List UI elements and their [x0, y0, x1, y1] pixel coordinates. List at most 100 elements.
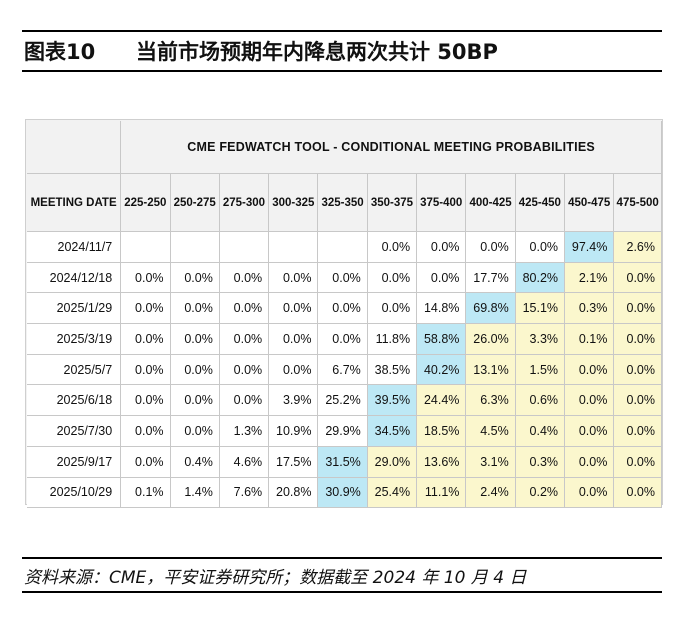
probability-cell: 0.1% — [121, 477, 171, 509]
probability-cell: 0.0% — [614, 293, 662, 325]
probability-cell: 0.0% — [565, 416, 615, 447]
probability-cell: 0.0% — [170, 324, 220, 355]
probability-cell: 0.0% — [565, 385, 615, 417]
probability-cell: 0.0% — [614, 354, 662, 386]
probability-cell: 38.5% — [367, 354, 418, 386]
probability-cell: 13.6% — [417, 446, 467, 478]
probability-cell: 10.9% — [269, 416, 319, 447]
probability-cell: 0.0% — [318, 262, 368, 294]
probability-cell: 0.0% — [318, 324, 368, 355]
probability-cell: 0.0% — [219, 324, 270, 355]
probability-cell: 0.0% — [170, 416, 220, 447]
figure-title-bar: 图表10 当前市场预期年内降息两次共计 50BP — [22, 30, 662, 72]
fedwatch-table-panel: CME FEDWATCH TOOL - CONDITIONAL MEETING … — [25, 119, 663, 509]
probability-cell: 6.7% — [318, 354, 368, 386]
probability-cell: 0.0% — [417, 262, 467, 294]
probability-cell: 0.0% — [367, 262, 418, 294]
probability-cell: 17.5% — [269, 446, 319, 478]
probability-cell — [121, 232, 171, 263]
rate-range-header: 450-475 — [565, 174, 615, 232]
probability-cell: 3.3% — [515, 324, 566, 355]
meeting-date-cell: 2025/1/29 — [27, 293, 122, 325]
probability-cell: 18.5% — [417, 416, 467, 447]
probability-cell: 1.4% — [170, 477, 220, 509]
probability-cell: 0.0% — [269, 324, 319, 355]
table-row: 2025/10/29 0.1% 1.4% 7.6% 20.8% 30.9% 25.4% 11.… — [27, 477, 662, 509]
meeting-date-cell: 2025/9/17 — [27, 446, 122, 478]
probability-cell: 25.2% — [318, 385, 368, 417]
meeting-date-cell: 2025/5/7 — [27, 354, 122, 386]
meeting-date-cell: 2025/3/19 — [27, 324, 122, 355]
probability-cell: 0.0% — [367, 293, 418, 325]
probability-cell: 11.8% — [367, 324, 418, 355]
figure-title: 当前市场预期年内降息两次共计 50BP — [136, 40, 498, 64]
tool-title: CME FEDWATCH TOOL - CONDITIONAL MEETING … — [121, 121, 662, 174]
probability-cell: 0.3% — [565, 293, 615, 325]
rate-range-header: 350-375 — [367, 174, 418, 232]
probability-cell: 0.0% — [417, 232, 467, 263]
table-row: 2025/3/19 0.0% 0.0% 0.0% 0.0% 0.0% 11.8% 58.8% 2… — [27, 324, 662, 355]
rate-range-header: 225-250 — [121, 174, 171, 232]
probability-cell: 0.0% — [318, 293, 368, 325]
meeting-date-header: MEETING DATE — [27, 174, 122, 232]
table-row: 2025/6/18 0.0% 0.0% 0.0% 3.9% 25.2% 39.5% 24.4%… — [27, 385, 662, 417]
probability-table: CME FEDWATCH TOOL - CONDITIONAL MEETING … — [27, 121, 662, 509]
corner-cell — [27, 121, 122, 174]
rate-range-header: 400-425 — [466, 174, 516, 232]
table-row: 2024/11/7 0.0% 0.0% 0.0% 0.0% 97.4% 2.6% — [27, 232, 662, 263]
probability-cell — [318, 232, 368, 263]
probability-cell — [269, 232, 319, 263]
probability-cell: 0.0% — [565, 477, 615, 509]
probability-cell: 29.9% — [318, 416, 368, 447]
probability-cell: 3.1% — [466, 446, 516, 478]
probability-cell: 2.4% — [466, 477, 516, 509]
probability-cell: 6.3% — [466, 385, 516, 417]
probability-cell: 0.0% — [565, 446, 615, 478]
probability-cell: 1.5% — [515, 354, 566, 386]
probability-cell: 24.4% — [417, 385, 467, 417]
meeting-date-cell: 2024/11/7 — [27, 232, 122, 263]
probability-cell: 0.0% — [219, 385, 270, 417]
probability-cell: 0.4% — [170, 446, 220, 478]
probability-cell — [170, 232, 220, 263]
probability-cell: 0.0% — [170, 293, 220, 325]
probability-cell: 31.5% — [318, 446, 368, 478]
probability-cell: 20.8% — [269, 477, 319, 509]
probability-cell: 7.6% — [219, 477, 270, 509]
probability-cell: 0.6% — [515, 385, 566, 417]
probability-cell: 58.8% — [417, 324, 467, 355]
rate-range-header: 475-500 — [614, 174, 662, 232]
probability-cell: 0.0% — [121, 385, 171, 417]
figure-label: 图表10 — [24, 40, 96, 64]
probability-cell: 0.0% — [170, 385, 220, 417]
probability-cell: 69.8% — [466, 293, 516, 325]
probability-cell: 30.9% — [318, 477, 368, 509]
probability-cell: 0.0% — [121, 354, 171, 386]
probability-cell: 0.0% — [614, 477, 662, 509]
probability-cell: 0.0% — [170, 354, 220, 386]
probability-cell: 3.9% — [269, 385, 319, 417]
probability-cell: 2.6% — [614, 232, 662, 263]
table-row: 2025/1/29 0.0% 0.0% 0.0% 0.0% 0.0% 0.0% 14.8% 69… — [27, 293, 662, 325]
table-row: 2025/5/7 0.0% 0.0% 0.0% 0.0% 6.7% 38.5% 40.2% 13… — [27, 354, 662, 386]
probability-cell: 0.1% — [565, 324, 615, 355]
probability-cell: 0.0% — [614, 416, 662, 447]
header-row-top: CME FEDWATCH TOOL - CONDITIONAL MEETING … — [27, 121, 662, 174]
probability-cell: 14.8% — [417, 293, 467, 325]
probability-cell: 0.0% — [367, 232, 418, 263]
meeting-date-cell: 2025/6/18 — [27, 385, 122, 417]
probability-cell: 0.0% — [565, 354, 615, 386]
probability-cell: 13.1% — [466, 354, 516, 386]
probability-cell: 4.6% — [219, 446, 270, 478]
probability-cell: 29.0% — [367, 446, 418, 478]
probability-cell: 80.2% — [515, 262, 566, 294]
probability-cell: 15.1% — [515, 293, 566, 325]
meeting-date-cell: 2024/12/18 — [27, 262, 122, 294]
source-bar: 资料来源：CME，平安证券研究所；数据截至 2024 年 10 月 4 日 — [22, 557, 662, 593]
probability-cell: 26.0% — [466, 324, 516, 355]
probability-cell: 0.4% — [515, 416, 566, 447]
probability-cell: 0.0% — [269, 293, 319, 325]
probability-cell: 4.5% — [466, 416, 516, 447]
probability-cell: 0.0% — [614, 262, 662, 294]
rate-range-header: 275-300 — [219, 174, 270, 232]
